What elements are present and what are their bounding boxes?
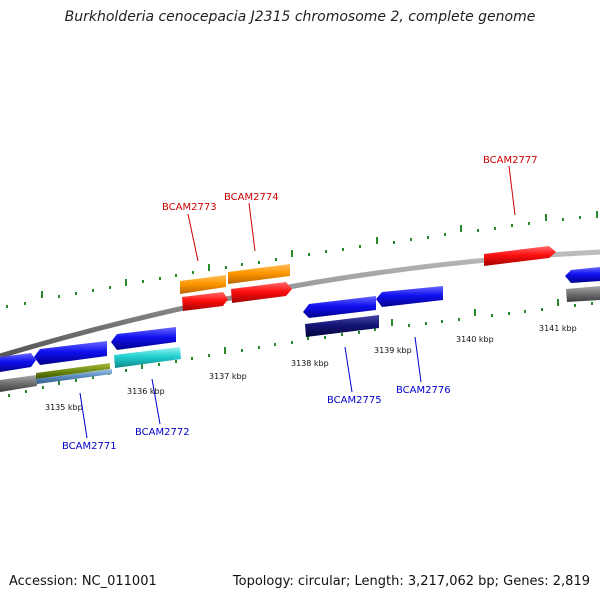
gene-label-bcam2777: BCAM2777 xyxy=(483,155,538,166)
gene-bcam2771-cds-feature xyxy=(36,363,110,379)
gene-label-bcam2773: BCAM2773 xyxy=(162,202,217,213)
accession-label: Accession: NC_011001 xyxy=(9,574,157,589)
gene-bcam2774-forward-feature xyxy=(231,282,292,303)
bcam2775-leader-line xyxy=(344,346,353,393)
gene-label-bcam2771: BCAM2771 xyxy=(62,441,117,452)
tick-label: 3139 kbp xyxy=(374,346,412,355)
bcam2772-leader-line xyxy=(151,378,161,425)
reverse-tick-row xyxy=(8,299,593,397)
gene-bcam2775-feature xyxy=(303,296,376,318)
bcam2773-leader-line xyxy=(187,213,199,262)
gene-bcam2776-feature xyxy=(376,286,443,307)
gene-left-edge-feature xyxy=(0,353,36,372)
bcam2777-leader-line xyxy=(508,165,516,216)
gene-label-bcam2772: BCAM2772 xyxy=(135,427,190,438)
bcam2776-leader-line xyxy=(414,336,422,383)
gene-bcam2777-forward-feature xyxy=(484,246,556,266)
map-title: Burkholderia cenocepacia J2315 chromosom… xyxy=(64,9,536,25)
bcam2774-leader-line xyxy=(248,202,256,252)
gene-bcam2771-feature xyxy=(34,341,107,365)
topology-summary: Topology: circular; Length: 3,217,062 bp… xyxy=(232,574,590,589)
gene-label-bcam2776: BCAM2776 xyxy=(396,385,451,396)
gene-label-bcam2775: BCAM2775 xyxy=(327,395,382,406)
chromosome-backbone xyxy=(0,249,600,359)
tick-label: 3136 kbp xyxy=(127,387,165,396)
gene-bcam2771-cds-feature-2 xyxy=(36,369,112,384)
gene-label-bcam2774: BCAM2774 xyxy=(224,192,279,203)
gene-bcam2775-cds-feature xyxy=(305,315,379,337)
tick-label: 3140 kbp xyxy=(456,335,494,344)
gene-bcam2772-feature xyxy=(111,327,176,350)
tick-label: 3141 kbp xyxy=(539,324,577,333)
gene-bcam2773-forward-feature xyxy=(182,292,228,311)
forward-tick-row xyxy=(6,211,598,308)
bcam2771-leader-line xyxy=(79,392,88,439)
gene-right-edge-cds-feature xyxy=(566,286,600,302)
tick-label: 3138 kbp xyxy=(291,359,329,368)
gene-bcam2772-cds-feature xyxy=(114,347,181,368)
gene-left-edge-cds-feature xyxy=(0,375,37,392)
tick-label: 3135 kbp xyxy=(45,403,83,412)
gene-bcam2773-cds-feature xyxy=(180,275,226,294)
tick-label: 3137 kbp xyxy=(209,372,247,381)
gene-right-edge-feature xyxy=(565,267,600,283)
gene-bcam2774-cds-feature xyxy=(228,264,290,284)
